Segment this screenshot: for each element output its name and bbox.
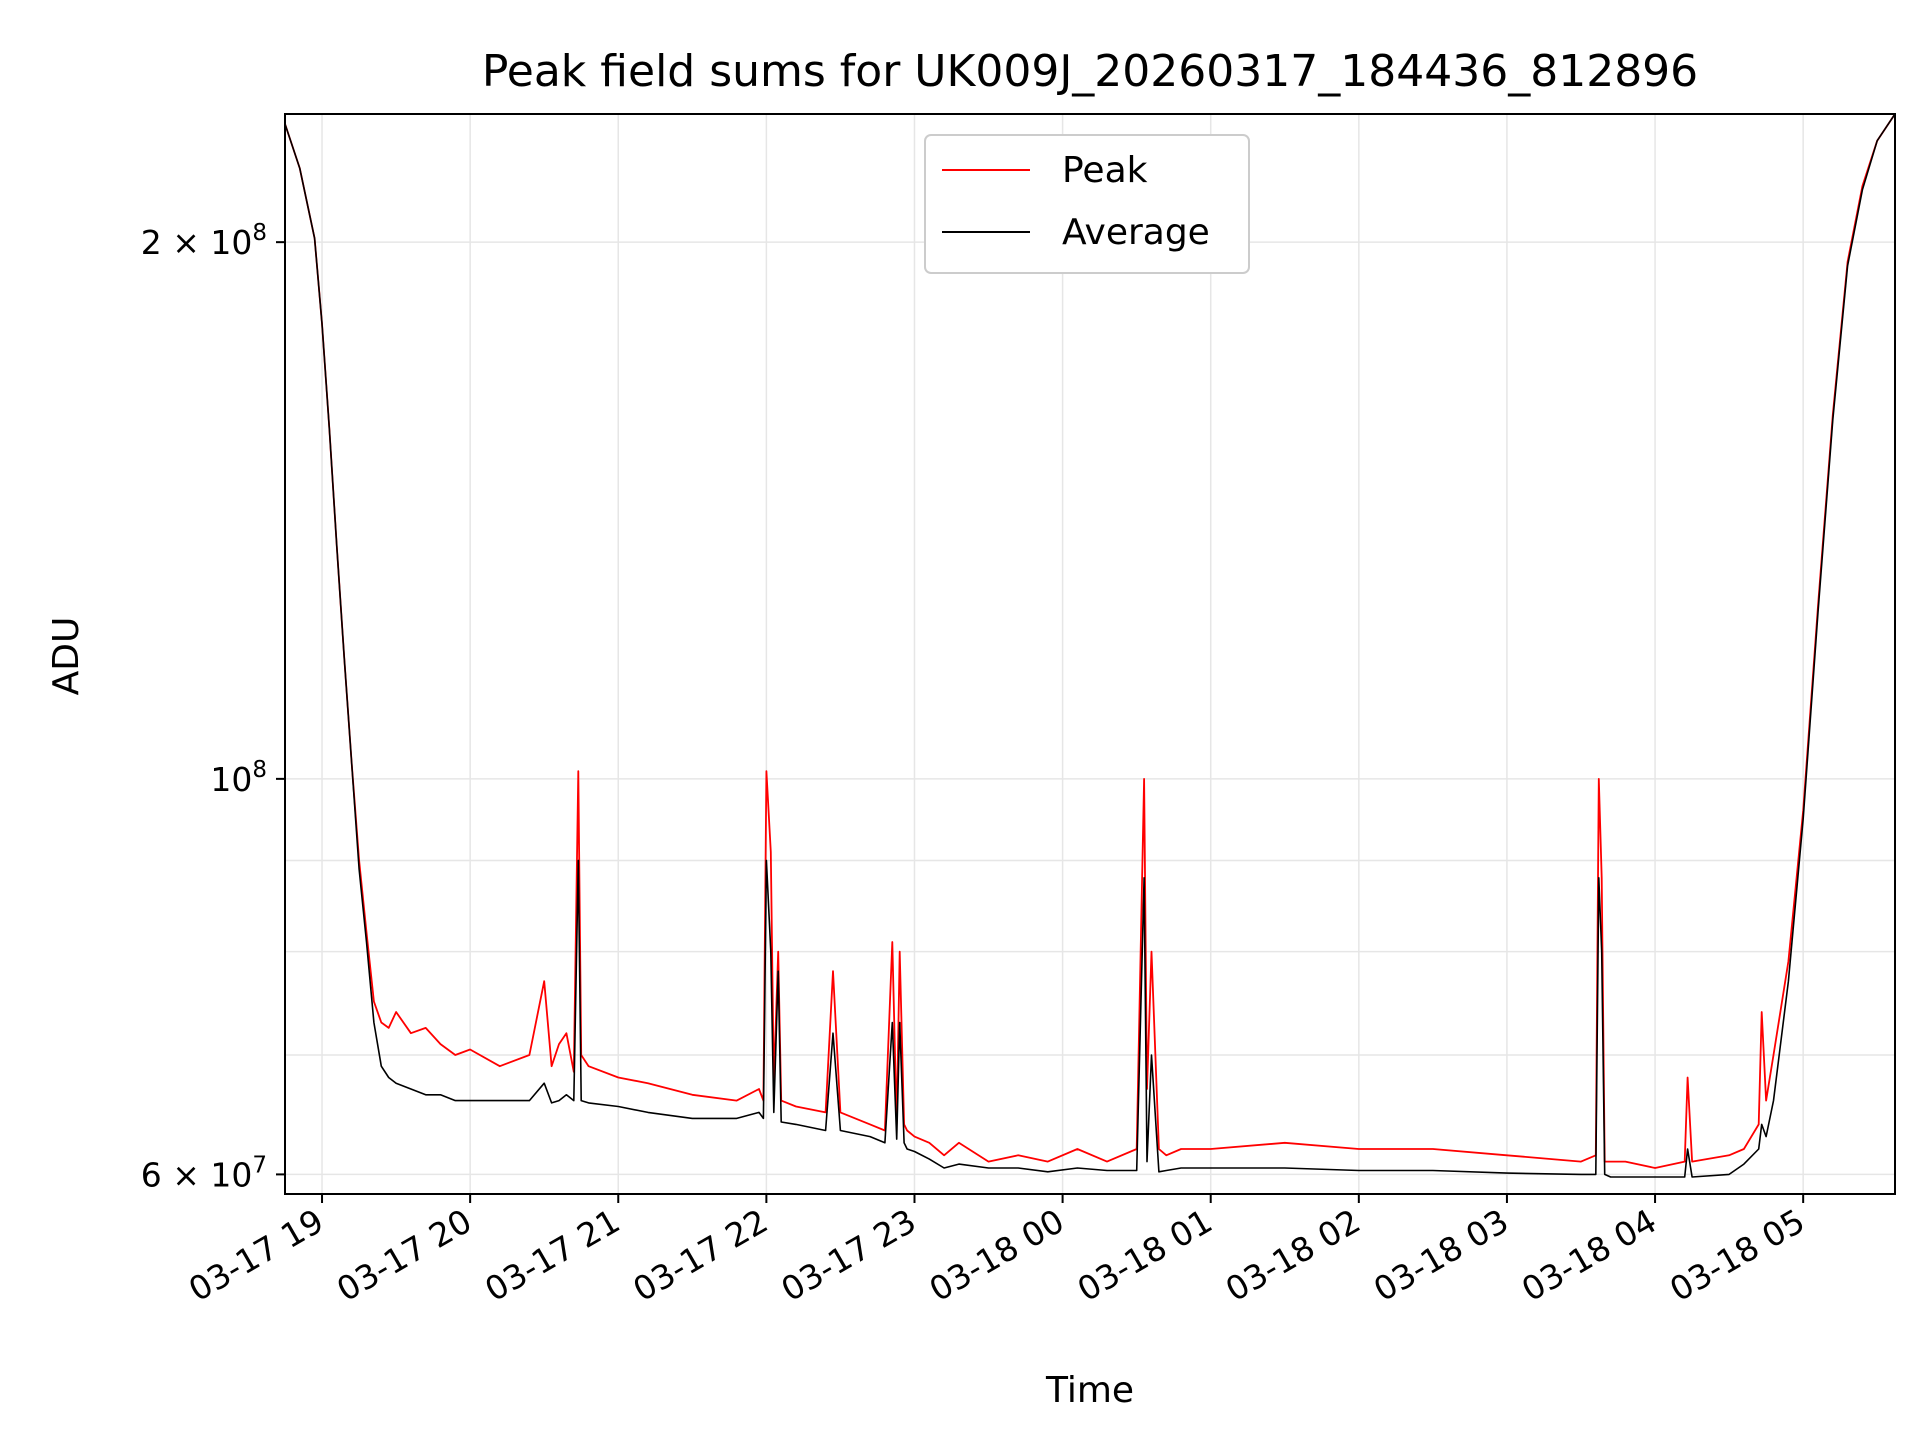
legend: Peak Average	[924, 134, 1250, 274]
series-line-average	[284, 113, 1896, 1178]
series-group	[284, 113, 1896, 1178]
y-tick-label-2: 2 × 108	[141, 220, 267, 262]
plot-area-frame	[284, 113, 1896, 1195]
y-axis-label: ADU	[46, 617, 87, 696]
y-axis-ticks: 6 × 107 108 2 × 108	[141, 220, 285, 1194]
y-tick-label-0: 6 × 107	[141, 1152, 267, 1194]
legend-label-average: Average	[1062, 212, 1210, 253]
chart-title: Peak field sums for UK009J_20260317_1844…	[482, 46, 1698, 97]
x-axis-label: Time	[1045, 1370, 1134, 1411]
legend-label-peak: Peak	[1062, 150, 1148, 191]
y-tick-label-1: 108	[210, 757, 267, 799]
series-line-peak	[284, 113, 1896, 1169]
